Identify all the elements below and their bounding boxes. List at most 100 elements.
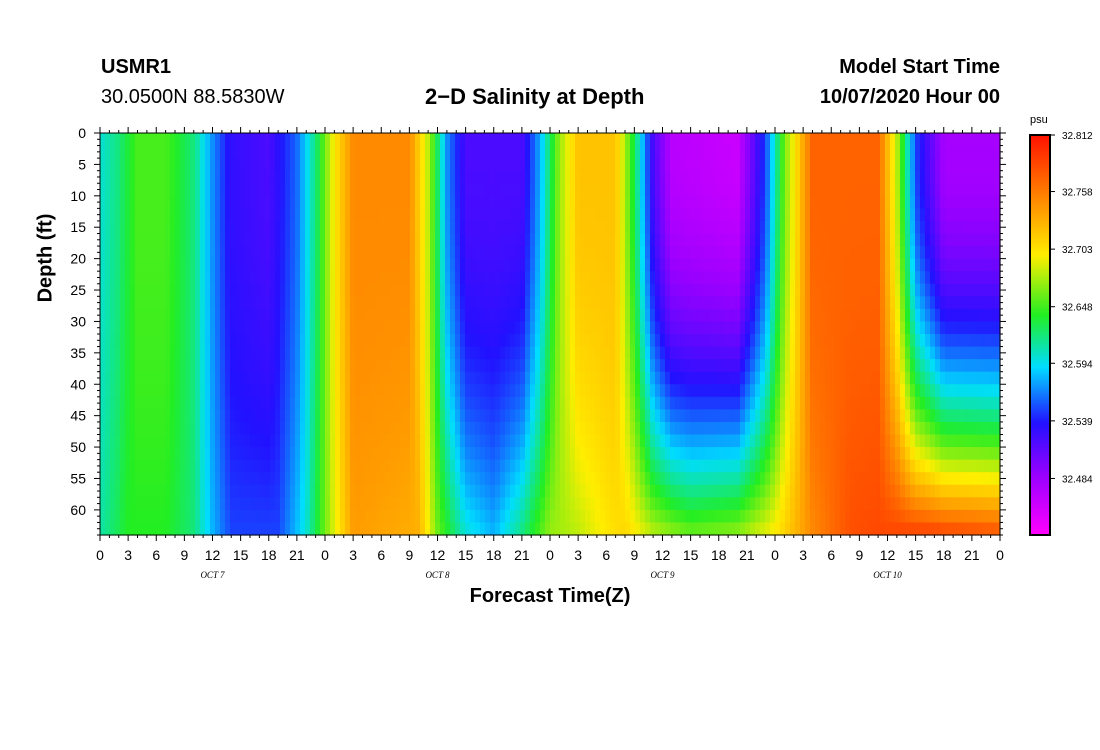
heatmap-cell: [415, 509, 421, 524]
heatmap-cell: [660, 346, 666, 360]
heatmap-cell: [165, 396, 171, 410]
heatmap-cell: [580, 522, 586, 536]
heatmap-cell: [455, 246, 461, 260]
heatmap-cell: [295, 459, 301, 473]
heatmap-cell: [715, 183, 721, 197]
heatmap-cell: [160, 447, 166, 461]
heatmap-cell: [615, 459, 621, 473]
heatmap-cell: [330, 522, 336, 536]
heatmap-cell: [535, 271, 541, 285]
heatmap-cell: [610, 220, 616, 235]
heatmap-cell: [845, 472, 851, 486]
heatmap-cell: [630, 459, 636, 473]
heatmap-cell: [580, 321, 586, 335]
heatmap-cell: [855, 396, 861, 410]
heatmap-cell: [300, 195, 306, 209]
heatmap-cell: [565, 371, 571, 385]
heatmap-cell: [265, 158, 271, 172]
heatmap-cell: [265, 308, 271, 323]
heatmap-cell: [135, 472, 141, 486]
heatmap-cell: [385, 396, 391, 410]
heatmap-cell: [585, 271, 591, 285]
heatmap-cell: [610, 258, 616, 272]
heatmap-cell: [415, 421, 421, 436]
heatmap-cell: [670, 472, 676, 486]
heatmap-cell: [420, 258, 426, 272]
heatmap-cell: [320, 258, 326, 272]
heatmap-cell: [690, 384, 696, 398]
heatmap-cell: [595, 183, 601, 197]
heatmap-cell: [125, 271, 131, 285]
heatmap-cell: [785, 497, 791, 511]
heatmap-cell: [340, 283, 346, 297]
heatmap-cell: [105, 434, 111, 448]
heatmap-cell: [785, 170, 791, 184]
heatmap-cell: [570, 258, 576, 272]
heatmap-cell: [290, 447, 296, 461]
heatmap-cell: [870, 246, 876, 260]
heatmap-cell: [345, 296, 351, 310]
heatmap-cell: [470, 308, 476, 323]
heatmap-cell: [625, 522, 631, 536]
heatmap-cell: [755, 246, 761, 260]
heatmap-cell: [350, 447, 356, 461]
heatmap-cell: [410, 346, 416, 360]
heatmap-cell: [345, 346, 351, 360]
heatmap-cell: [840, 296, 846, 310]
heatmap-cell: [435, 296, 441, 310]
heatmap-cell: [655, 183, 661, 197]
heatmap-cell: [385, 133, 391, 147]
heatmap-cell: [755, 447, 761, 461]
heatmap-cell: [425, 434, 431, 448]
heatmap-cell: [820, 145, 826, 159]
heatmap-cell: [400, 472, 406, 486]
heatmap-cell: [255, 334, 261, 348]
heatmap-cell: [380, 133, 386, 147]
heatmap-cell: [330, 346, 336, 360]
heatmap-cell: [695, 421, 701, 436]
heatmap-cell: [420, 371, 426, 385]
heatmap-cell: [475, 321, 481, 335]
heatmap-cell: [485, 346, 491, 360]
heatmap-cell: [525, 409, 531, 423]
heatmap-cell: [870, 158, 876, 172]
heatmap-cell: [370, 522, 376, 536]
heatmap-cell: [335, 522, 341, 536]
heatmap-cell: [870, 497, 876, 511]
heatmap-cell: [725, 334, 731, 348]
heatmap-cell: [400, 208, 406, 222]
heatmap-cell: [515, 409, 521, 423]
heatmap-cell: [270, 308, 276, 323]
heatmap-cell: [480, 447, 486, 461]
heatmap-cell: [870, 472, 876, 486]
heatmap-cell: [705, 359, 711, 373]
heatmap-cell: [505, 484, 511, 498]
heatmap-cell: [865, 384, 871, 398]
heatmap-cell: [575, 371, 581, 385]
heatmap-cell: [440, 145, 446, 159]
heatmap-cell: [760, 195, 766, 209]
heatmap-cell: [855, 472, 861, 486]
heatmap-cell: [410, 220, 416, 235]
heatmap-cell: [375, 170, 381, 184]
heatmap-cell: [875, 158, 881, 172]
heatmap-cell: [435, 459, 441, 473]
heatmap-cell: [860, 421, 866, 436]
heatmap-cell: [310, 346, 316, 360]
heatmap-cell: [720, 447, 726, 461]
heatmap-cell: [445, 371, 451, 385]
heatmap-cell: [405, 220, 411, 235]
heatmap-cell: [500, 447, 506, 461]
heatmap-cell: [685, 409, 691, 423]
heatmap-cell: [520, 334, 526, 348]
heatmap-cell: [330, 334, 336, 348]
heatmap-cell: [575, 421, 581, 436]
heatmap-cell: [395, 447, 401, 461]
heatmap-cell: [280, 409, 286, 423]
heatmap-cell: [405, 321, 411, 335]
heatmap-cell: [130, 296, 136, 310]
heatmap-cell: [395, 271, 401, 285]
heatmap-cell: [370, 321, 376, 335]
heatmap-cell: [515, 308, 521, 323]
heatmap-cell: [835, 321, 841, 335]
